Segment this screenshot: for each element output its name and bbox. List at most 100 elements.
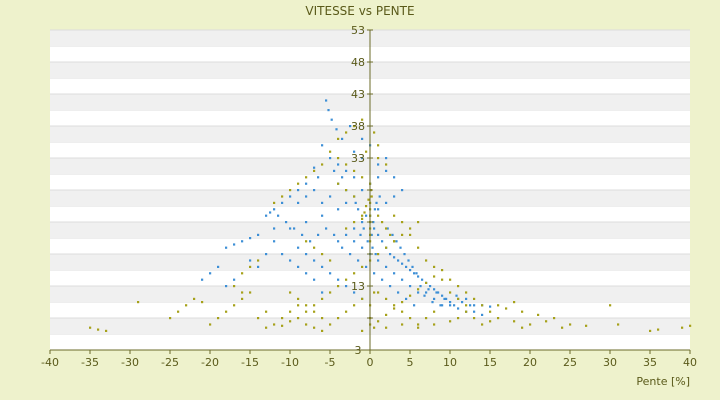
data-point bbox=[257, 265, 260, 268]
data-point bbox=[249, 265, 252, 268]
data-point bbox=[385, 227, 388, 230]
data-point bbox=[281, 253, 284, 256]
data-point bbox=[371, 246, 374, 249]
data-point bbox=[327, 109, 330, 112]
data-point bbox=[437, 291, 440, 294]
data-point bbox=[321, 265, 324, 268]
data-point bbox=[273, 227, 276, 230]
data-point bbox=[385, 169, 388, 172]
data-point bbox=[361, 217, 364, 220]
data-point bbox=[333, 169, 336, 172]
x-tick-label: 10 bbox=[443, 356, 457, 369]
data-point bbox=[361, 189, 364, 192]
data-point bbox=[353, 272, 356, 275]
data-point bbox=[353, 176, 356, 179]
data-point bbox=[341, 246, 344, 249]
data-point bbox=[513, 301, 516, 304]
data-point bbox=[305, 272, 308, 275]
data-point bbox=[497, 304, 500, 307]
data-point bbox=[329, 150, 332, 153]
data-point bbox=[313, 169, 316, 172]
data-point bbox=[321, 144, 324, 147]
x-tick-label: 40 bbox=[683, 356, 697, 369]
data-point bbox=[361, 265, 364, 268]
data-point bbox=[321, 214, 324, 217]
data-point bbox=[381, 221, 384, 224]
data-point bbox=[105, 329, 108, 332]
data-point bbox=[433, 310, 436, 313]
data-point bbox=[345, 189, 348, 192]
data-point bbox=[481, 313, 484, 316]
data-point bbox=[249, 237, 252, 240]
data-point bbox=[417, 275, 420, 278]
data-point bbox=[361, 221, 364, 224]
data-point bbox=[337, 285, 340, 288]
data-point bbox=[329, 272, 332, 275]
x-tick-label: -40 bbox=[41, 356, 59, 369]
data-point bbox=[385, 163, 388, 166]
data-point bbox=[305, 182, 308, 185]
data-point bbox=[273, 240, 276, 243]
data-point bbox=[377, 208, 380, 211]
data-point bbox=[305, 195, 308, 198]
data-point bbox=[281, 201, 284, 204]
data-point bbox=[417, 326, 420, 329]
data-point bbox=[413, 272, 416, 275]
data-point bbox=[217, 317, 220, 320]
data-point bbox=[585, 324, 588, 327]
data-point bbox=[370, 233, 373, 236]
data-point bbox=[289, 291, 292, 294]
data-point bbox=[257, 233, 260, 236]
data-point bbox=[415, 272, 418, 275]
data-point bbox=[373, 227, 376, 230]
data-point bbox=[265, 326, 268, 329]
data-point bbox=[313, 326, 316, 329]
data-point bbox=[409, 269, 412, 272]
data-point bbox=[473, 310, 476, 313]
data-point bbox=[421, 278, 424, 281]
x-tick-label: -15 bbox=[241, 356, 259, 369]
data-point bbox=[473, 304, 476, 307]
x-tick-label: 20 bbox=[523, 356, 537, 369]
data-point bbox=[297, 265, 300, 268]
data-point bbox=[389, 233, 392, 236]
data-point bbox=[345, 285, 348, 288]
data-point bbox=[429, 285, 432, 288]
data-point bbox=[337, 240, 340, 243]
data-point bbox=[329, 195, 332, 198]
data-point bbox=[433, 297, 436, 300]
x-tick-label: -5 bbox=[325, 356, 336, 369]
data-point bbox=[435, 291, 438, 294]
data-point bbox=[201, 278, 204, 281]
data-point bbox=[373, 326, 376, 329]
data-point bbox=[361, 118, 364, 121]
data-point bbox=[361, 246, 364, 249]
data-point bbox=[377, 214, 380, 217]
data-point bbox=[365, 265, 368, 268]
data-point bbox=[305, 253, 308, 256]
data-point bbox=[241, 272, 244, 275]
data-point bbox=[433, 288, 436, 291]
data-point bbox=[353, 195, 356, 198]
data-point bbox=[373, 131, 376, 134]
data-point bbox=[241, 240, 244, 243]
y-tick-label: 38 bbox=[351, 120, 365, 133]
data-point bbox=[241, 297, 244, 300]
data-point bbox=[357, 208, 360, 211]
data-point bbox=[372, 221, 375, 224]
data-point bbox=[441, 294, 444, 297]
data-point bbox=[313, 278, 316, 281]
data-point bbox=[321, 317, 324, 320]
data-point bbox=[521, 310, 524, 313]
data-point bbox=[373, 208, 376, 211]
x-tick-label: -25 bbox=[161, 356, 179, 369]
data-point bbox=[137, 301, 140, 304]
data-point bbox=[297, 317, 300, 320]
data-point bbox=[431, 301, 434, 304]
data-point bbox=[362, 227, 365, 230]
data-point bbox=[393, 240, 396, 243]
data-point bbox=[297, 246, 300, 249]
data-point bbox=[325, 99, 328, 102]
